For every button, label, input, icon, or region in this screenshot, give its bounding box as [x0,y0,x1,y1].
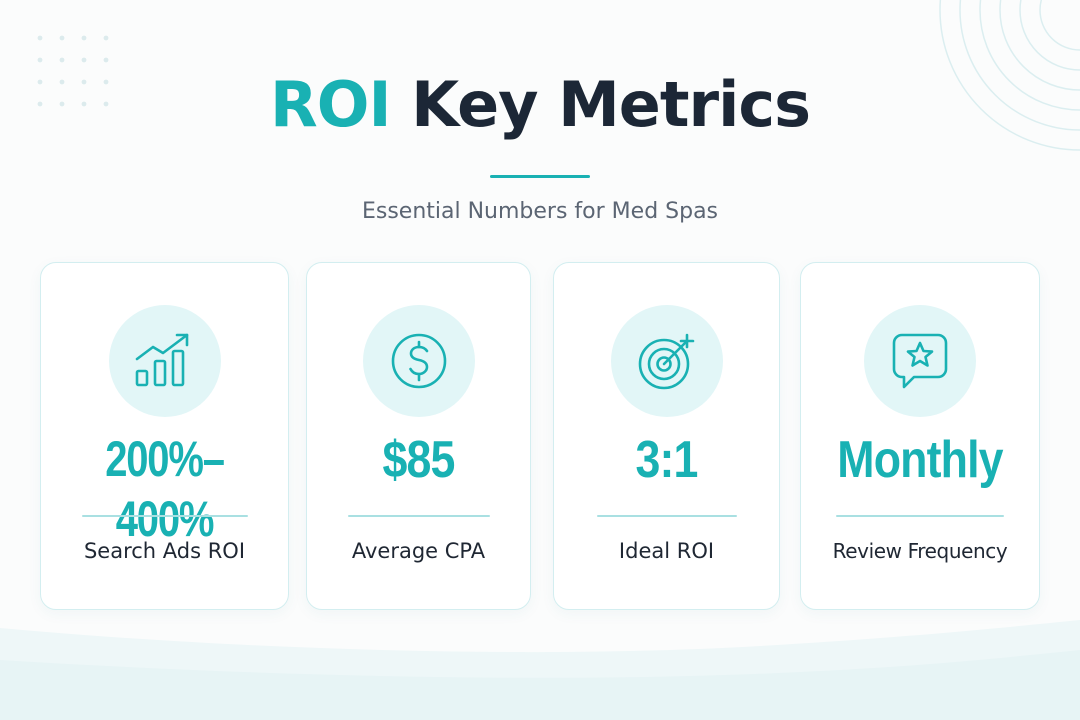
metric-label: Average CPA [351,539,486,563]
title-accent: ROI [270,68,392,141]
page-title: ROI Key Metrics [0,68,1080,142]
metric-label: Review Frequency [832,539,1008,563]
chart-growth-icon [135,333,188,387]
metric-card-review-frequency: Monthly Review Frequency [800,262,1040,610]
icon-circle [610,305,723,417]
card-divider [347,515,490,517]
page-subtitle: Essential Numbers for Med Spas [361,199,719,224]
card-divider [836,515,1004,517]
metric-card-ideal-roi: 3:1 Ideal ROI [553,262,780,610]
metric-value: Monthly [837,431,1003,489]
title-underline [490,175,590,178]
metric-card-average-cpa: $85 Average CPA [306,262,531,610]
card-divider [596,515,737,517]
target-icon [638,333,694,390]
card-divider [81,515,248,517]
star-chat-icon [892,333,948,389]
metric-value: $85 [382,431,455,489]
metric-value: 3:1 [635,431,698,489]
icon-circle [864,305,976,417]
metric-card-search-ads-roi: 200%–400% Search Ads ROI [40,262,289,610]
title-main: Key Metrics [411,68,811,141]
metric-label: Search Ads ROI [83,539,246,563]
dollar-icon [391,333,446,389]
icon-circle [108,305,221,417]
metric-value: 200%–400% [105,431,225,547]
metric-label: Ideal ROI [618,539,715,563]
icon-circle [362,305,475,417]
decorative-rings [939,0,1080,151]
decorative-dots [37,35,109,107]
